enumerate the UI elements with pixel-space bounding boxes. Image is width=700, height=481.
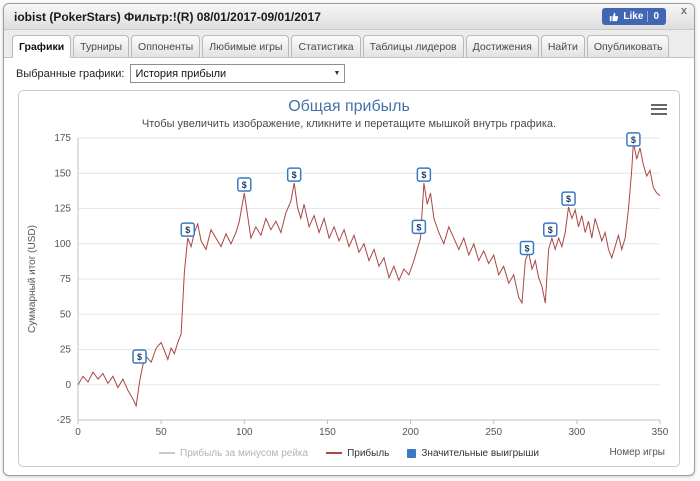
y-tick-label: 75: [60, 274, 72, 285]
significant-win-marker[interactable]: [132, 349, 147, 364]
graph-type-selected-value: История прибыли: [135, 67, 227, 80]
chart-footer: Прибыль за минусом рейка Прибыль Значитель…: [19, 444, 679, 462]
significant-win-marker[interactable]: [519, 240, 535, 256]
legend-item-2[interactable]: Значительные выигрыши: [407, 448, 539, 459]
dollar-marker-label: $: [185, 225, 190, 235]
chart-panel[interactable]: Общая прибыль Чтобы увеличить изображени…: [18, 90, 680, 467]
dollar-marker-label: $: [566, 194, 571, 204]
significant-win-marker[interactable]: [416, 167, 432, 182]
graph-type-select[interactable]: История прибыли ▼: [130, 64, 346, 83]
x-tick-label: 350: [652, 427, 669, 438]
x-tick-label: 250: [485, 427, 502, 438]
legend-label: Прибыль за минусом рейка: [180, 447, 309, 459]
tab-graphs[interactable]: Графики: [12, 35, 72, 58]
significant-win-marker[interactable]: [180, 222, 195, 237]
dollar-marker-label: $: [137, 352, 142, 362]
y-tick-label: 50: [60, 309, 72, 320]
x-tick-label: 300: [569, 427, 586, 438]
x-tick-label: 50: [156, 427, 168, 438]
x-tick-label: 150: [319, 427, 336, 438]
like-label: Like: [623, 11, 644, 22]
chart-title: Общая прибыль: [288, 98, 410, 115]
close-button[interactable]: x: [680, 5, 687, 17]
legend-label: Прибыль: [347, 447, 390, 459]
tab-achievements[interactable]: Достижения: [465, 35, 539, 57]
tab-tournaments[interactable]: Турниры: [73, 35, 130, 57]
chart-subtitle: Чтобы увеличить изображение, кликните и …: [141, 118, 557, 130]
y-tick-label: 150: [54, 168, 71, 179]
y-tick-label: 25: [60, 345, 72, 356]
dollar-marker-label: $: [292, 170, 297, 180]
facebook-like-button[interactable]: Like 0: [602, 8, 666, 25]
tab-publish[interactable]: Опубликовать: [586, 35, 670, 57]
legend-line-swatch: [326, 452, 343, 454]
dollar-marker-label: $: [421, 170, 426, 180]
significant-win-marker[interactable]: [561, 191, 576, 206]
chevron-down-icon: ▼: [333, 70, 341, 77]
significant-win-marker[interactable]: [411, 219, 427, 235]
y-axis-title: Суммарный итог (USD): [27, 225, 38, 333]
dollar-marker-label: $: [548, 225, 553, 235]
tab-opponents[interactable]: Оппоненты: [131, 35, 201, 57]
dollar-marker-label: $: [242, 180, 247, 190]
legend-line-swatch: [159, 452, 176, 454]
thumbs-up-icon: [610, 12, 619, 21]
sharkscope-window: iobist (PokerStars) Фильтр:!(R) 08/01/20…: [3, 3, 695, 476]
y-tick-label: 175: [54, 133, 71, 144]
tab-bar: Графики Турниры Оппоненты Любимые игры Стати…: [4, 30, 694, 58]
y-tick-label: 0: [65, 380, 71, 391]
graph-selector-label: Выбранные графики:: [16, 67, 125, 80]
window-title: iobist (PokerStars) Фильтр:!(R) 08/01/20…: [14, 9, 321, 24]
y-tick-label: -25: [57, 415, 72, 426]
x-axis-title: Номер игры: [609, 447, 665, 458]
dollar-marker-label: $: [631, 135, 636, 145]
y-tick-label: 125: [54, 204, 71, 215]
chart-legend: Прибыль за минусом рейка Прибыль Значитель…: [19, 444, 679, 462]
x-tick-label: 100: [236, 427, 253, 438]
significant-win-marker[interactable]: [543, 222, 558, 237]
dollar-marker-label: $: [524, 243, 529, 253]
legend-square-swatch: [407, 448, 417, 458]
graph-selector-row: Выбранные графики: История прибыли ▼: [4, 58, 694, 87]
legend-item-1[interactable]: Прибыль: [326, 448, 389, 459]
window-titlebar: iobist (PokerStars) Фильтр:!(R) 08/01/20…: [4, 4, 694, 30]
tab-find[interactable]: Найти: [540, 35, 585, 57]
significant-win-marker[interactable]: [626, 132, 641, 147]
like-count: 0: [647, 11, 659, 22]
legend-item-0[interactable]: Прибыль за минусом рейка: [159, 448, 308, 459]
legend-label: Значительные выигрыши: [421, 447, 539, 459]
x-tick-label: 200: [402, 427, 419, 438]
x-tick-label: 0: [75, 427, 81, 438]
significant-win-marker[interactable]: [286, 167, 302, 182]
significant-win-marker[interactable]: [237, 177, 252, 192]
tab-leaderboards[interactable]: Таблицы лидеров: [362, 35, 464, 57]
chart-menu-icon[interactable]: [651, 101, 667, 117]
y-tick-label: 100: [54, 239, 71, 250]
profit-line: [77, 142, 661, 408]
tab-favorite-games[interactable]: Любимые игры: [202, 35, 290, 57]
tab-statistics[interactable]: Статистика: [291, 35, 361, 57]
dollar-marker-label: $: [416, 222, 421, 232]
